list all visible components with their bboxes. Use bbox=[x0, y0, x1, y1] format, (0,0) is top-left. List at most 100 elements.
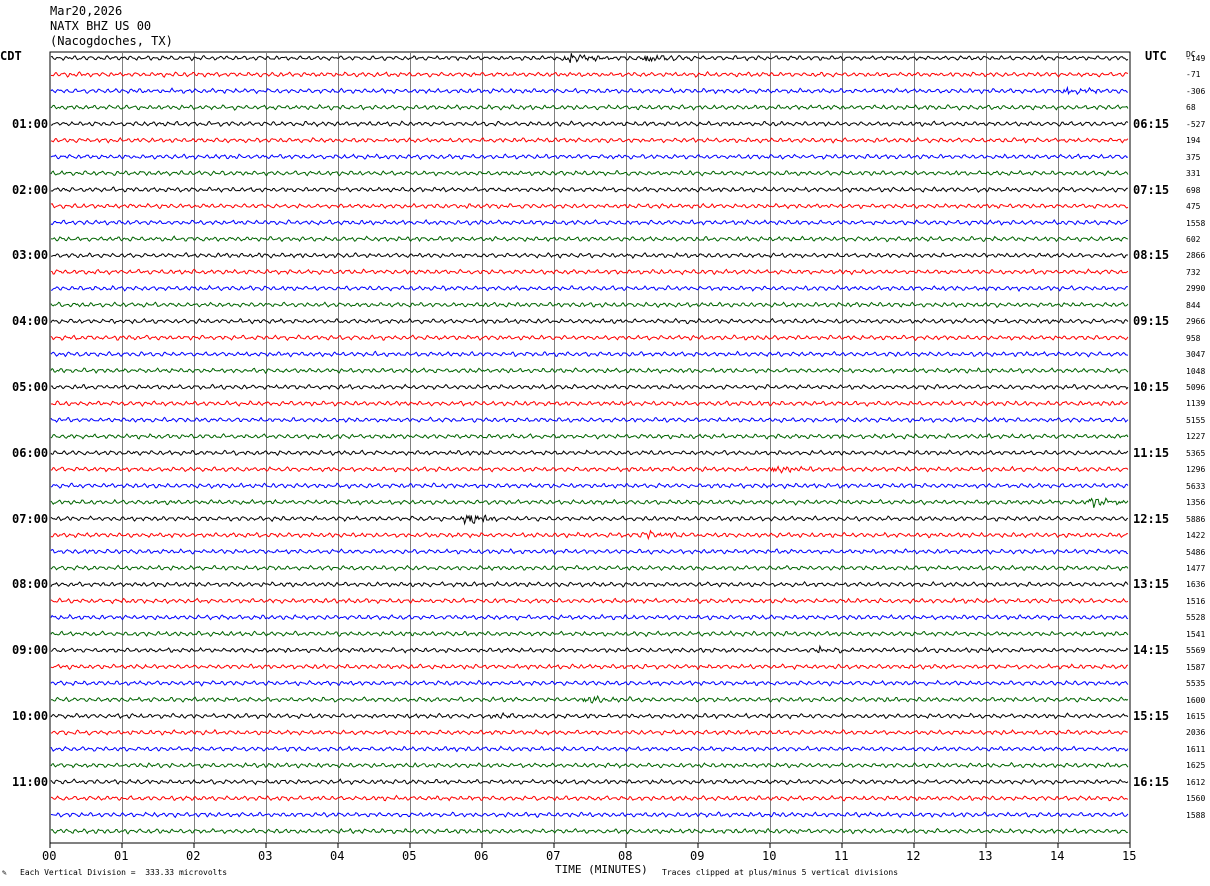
dc-offset-value: 331 bbox=[1186, 169, 1201, 179]
dc-offset-value: 2966 bbox=[1186, 317, 1206, 327]
dc-offset-value: 1227 bbox=[1186, 432, 1206, 442]
x-tick-label: 09 bbox=[690, 849, 705, 863]
seismic-trace bbox=[50, 564, 1129, 572]
seismic-trace bbox=[50, 644, 1129, 654]
dc-offset-value: 5535 bbox=[1186, 679, 1206, 689]
x-axis-title: TIME (MINUTES) bbox=[555, 863, 648, 876]
seismic-trace bbox=[50, 613, 1129, 621]
x-tick-label: 00 bbox=[42, 849, 57, 863]
dc-offset-value: 375 bbox=[1186, 152, 1201, 162]
seismic-trace bbox=[50, 811, 1129, 819]
scale-note: Each Vertical Division = 333.33 microvol… bbox=[20, 868, 228, 877]
seismic-trace bbox=[50, 104, 1129, 111]
right-timezone-label: UTC bbox=[1145, 49, 1167, 63]
seismic-trace bbox=[50, 497, 1129, 508]
dc-offset-value: 698 bbox=[1186, 185, 1201, 195]
right-hour-label: 08:15 bbox=[1133, 248, 1170, 263]
dc-offset-value: 1558 bbox=[1186, 218, 1206, 228]
dc-offset-value: 1516 bbox=[1186, 596, 1206, 606]
seismic-trace bbox=[50, 399, 1128, 408]
dc-offset-value: 68 bbox=[1186, 103, 1196, 113]
seismic-trace bbox=[50, 136, 1129, 144]
seismic-trace bbox=[50, 465, 1129, 474]
dc-offset-value: 1625 bbox=[1186, 761, 1206, 771]
right-hour-label: 11:15 bbox=[1133, 445, 1170, 460]
x-tick-label: 11 bbox=[834, 849, 849, 863]
right-hour-label: 13:15 bbox=[1133, 577, 1170, 592]
seismic-trace bbox=[50, 482, 1129, 490]
x-tick-label: 03 bbox=[258, 849, 273, 863]
seismic-trace bbox=[50, 284, 1129, 292]
x-tick-label: 01 bbox=[114, 849, 129, 863]
dc-offset-value: 5528 bbox=[1186, 613, 1206, 623]
left-hour-label: 11:00 bbox=[12, 774, 49, 789]
seismic-trace bbox=[50, 301, 1129, 309]
dc-offset-value: 5886 bbox=[1186, 514, 1206, 524]
seismic-trace bbox=[50, 334, 1129, 342]
left-hour-label: 04:00 bbox=[12, 314, 49, 329]
right-hour-label: 10:15 bbox=[1133, 380, 1170, 394]
dc-offset-value: 1356 bbox=[1186, 498, 1206, 508]
seismic-trace bbox=[50, 252, 1128, 260]
dc-offset-value: 5633 bbox=[1186, 481, 1206, 491]
dc-offset-value: 1560 bbox=[1186, 794, 1206, 804]
dc-offset-value: 958 bbox=[1186, 333, 1201, 343]
seismic-trace bbox=[50, 268, 1129, 276]
dc-offset-value: 2990 bbox=[1186, 284, 1206, 294]
dc-offset-value: 1048 bbox=[1186, 366, 1206, 376]
dc-offset-value: 1587 bbox=[1186, 662, 1206, 672]
dc-offset-value: 2036 bbox=[1186, 728, 1206, 738]
x-tick-label: 08 bbox=[618, 849, 633, 863]
seismic-trace bbox=[50, 449, 1129, 457]
seismic-trace bbox=[50, 794, 1129, 802]
plot-frame bbox=[49, 51, 1131, 844]
dc-offset-value: 5155 bbox=[1186, 415, 1206, 425]
x-tick-label: 05 bbox=[402, 849, 417, 863]
seismic-trace bbox=[50, 169, 1129, 177]
x-tick-label: 13 bbox=[978, 849, 993, 863]
dc-offset-value: -306 bbox=[1186, 86, 1206, 96]
right-hour-label: 16:15 bbox=[1133, 774, 1170, 789]
left-hour-label: 09:00 bbox=[12, 643, 49, 658]
seismic-trace bbox=[50, 728, 1128, 736]
x-tick-label: 07 bbox=[546, 849, 561, 863]
seismic-trace bbox=[50, 548, 1129, 555]
dc-offset-value: 732 bbox=[1186, 267, 1201, 277]
dc-offset-value: 1600 bbox=[1186, 695, 1206, 705]
seismic-trace bbox=[50, 70, 1129, 78]
dc-offset-value: 5486 bbox=[1186, 547, 1206, 557]
left-hour-label: 05:00 bbox=[12, 380, 49, 394]
dc-offset-value: 475 bbox=[1186, 202, 1201, 212]
dc-offset-value: 1422 bbox=[1186, 531, 1206, 541]
x-tick-label: 14 bbox=[1050, 849, 1065, 863]
seismic-trace bbox=[50, 53, 1129, 63]
seismic-trace bbox=[50, 416, 1129, 424]
seismic-trace bbox=[50, 433, 1129, 440]
left-hour-label: 02:00 bbox=[12, 182, 49, 197]
left-hour-label: 01:00 bbox=[12, 116, 49, 131]
right-hour-label: 12:15 bbox=[1133, 511, 1170, 526]
seismic-trace bbox=[50, 514, 1129, 526]
dc-offset-header: DC bbox=[1186, 50, 1196, 59]
seismic-trace bbox=[50, 745, 1129, 753]
left-hour-label: 10:00 bbox=[12, 709, 49, 723]
seismic-trace bbox=[50, 711, 1129, 720]
seismic-trace bbox=[50, 663, 1129, 671]
dc-offset-value: 5365 bbox=[1186, 448, 1206, 458]
seismic-trace bbox=[50, 580, 1129, 588]
dc-offset-value: 5569 bbox=[1186, 646, 1206, 656]
dc-offset-value: 1296 bbox=[1186, 465, 1206, 475]
station-location: (Nacogdoches, TX) bbox=[50, 34, 173, 48]
seismic-trace bbox=[50, 218, 1129, 226]
dc-offset-value: 1611 bbox=[1186, 744, 1206, 754]
right-hour-label: 15:15 bbox=[1133, 709, 1170, 723]
seismic-trace bbox=[50, 679, 1129, 687]
dc-offset-value: 1636 bbox=[1186, 580, 1206, 590]
dc-offset-value: 1541 bbox=[1186, 629, 1206, 639]
dc-offset-value: 1139 bbox=[1186, 399, 1206, 409]
seismic-trace bbox=[50, 827, 1129, 835]
right-hour-label: 09:15 bbox=[1133, 314, 1170, 329]
dc-offset-value: 1612 bbox=[1186, 777, 1206, 787]
dc-offset-value: 1588 bbox=[1186, 810, 1206, 820]
